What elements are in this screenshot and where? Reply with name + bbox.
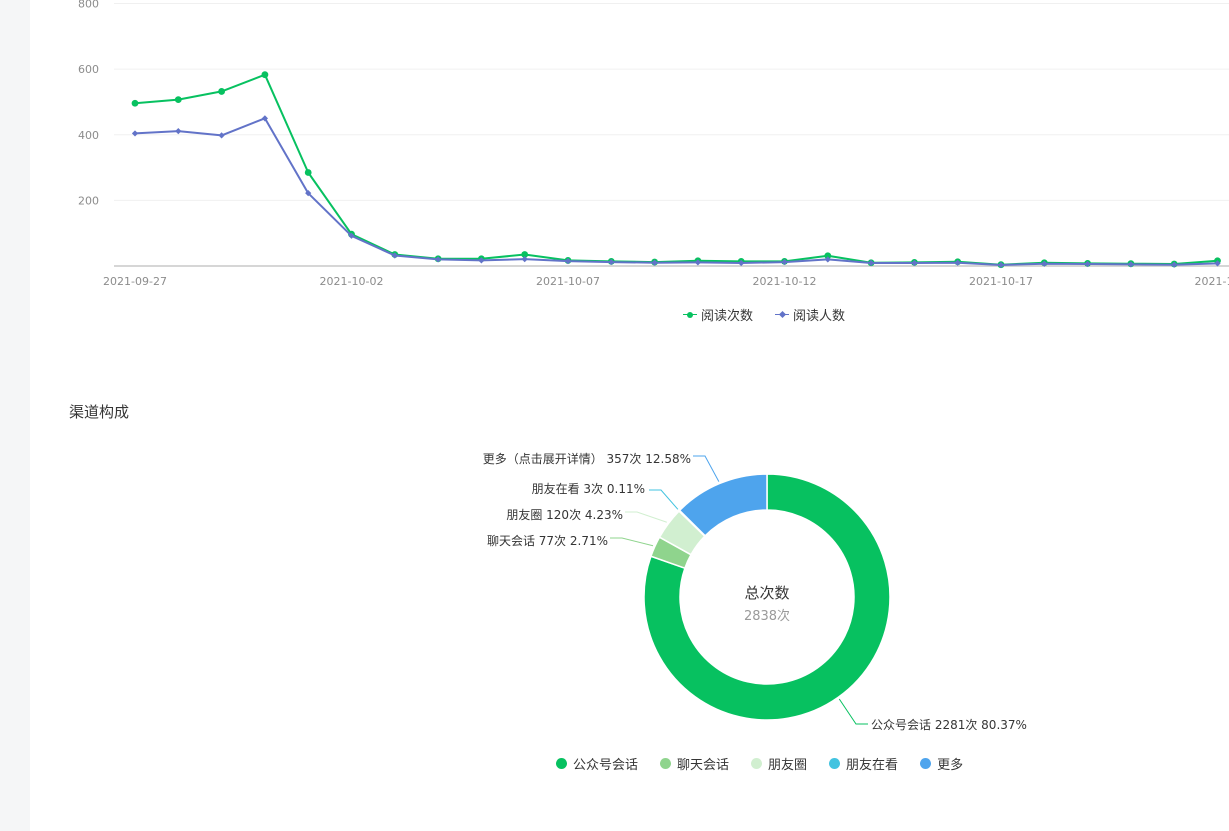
line-chart-legend: 阅读次数 阅读人数 xyxy=(683,305,845,324)
data-point-readers xyxy=(478,257,485,264)
data-point-readers xyxy=(1041,260,1048,267)
y-tick-label: 200 xyxy=(78,194,99,207)
legend-dot-friends-watching xyxy=(829,758,841,769)
legend-item-chat-session[interactable]: 聊天会话 xyxy=(660,754,729,773)
data-point-readers xyxy=(131,130,139,137)
donut-center-title: 总次数 xyxy=(744,584,790,602)
legend-label-reads: 阅读次数 xyxy=(701,309,754,324)
data-point-readers xyxy=(391,252,398,259)
data-point-readers xyxy=(1214,260,1221,267)
legend-dot-reads xyxy=(687,311,693,318)
callout-line-official-session xyxy=(838,698,868,725)
data-point-readers xyxy=(175,128,182,135)
legend-dot-more xyxy=(920,758,932,769)
callout-label-official-session: 公众号会话 2281次 80.37% xyxy=(871,718,1027,732)
donut-slice-friends-watching xyxy=(677,509,707,538)
legend-item-reads[interactable]: 阅读次数 xyxy=(683,305,753,324)
callout-label-chat-session: 聊天会话 77次 2.71% xyxy=(487,534,608,548)
legend-label-official-session: 公众号会话 xyxy=(573,758,639,773)
data-point-readers xyxy=(1084,260,1091,268)
diamond-marker-icon xyxy=(775,310,790,320)
legend-dot-chat-session xyxy=(660,758,672,769)
legend-item-more[interactable]: 更多 xyxy=(920,754,963,773)
callout-line-more xyxy=(693,455,720,482)
data-point-reads xyxy=(521,251,529,258)
y-tick-label: 600 xyxy=(78,63,99,76)
data-point-readers xyxy=(218,132,225,139)
x-tick-label: 2021-10-07 xyxy=(536,275,600,288)
data-point-reads xyxy=(304,169,312,176)
data-point-readers xyxy=(434,256,442,263)
x-tick-label: 2021-10-17 xyxy=(969,275,1033,288)
legend-label-more: 更多 xyxy=(937,758,964,773)
series-line-readers xyxy=(134,117,1218,266)
section-title-channel: 渠道构成 xyxy=(69,403,130,421)
legend-item-readers[interactable]: 阅读人数 xyxy=(775,305,845,324)
x-tick-label: 2021-10-12 xyxy=(753,275,817,288)
left-gutter xyxy=(0,0,30,831)
data-point-reads xyxy=(174,96,182,104)
data-point-reads xyxy=(261,71,269,79)
legend-dot-readers xyxy=(778,310,786,319)
legend-dot-moments xyxy=(751,758,763,769)
callout-label-friends-watching: 朋友在看 3次 0.11% xyxy=(532,482,645,496)
callout-line-chat-session xyxy=(610,537,654,547)
data-point-readers xyxy=(1171,261,1178,268)
callout-label-moments: 朋友圈 120次 4.23% xyxy=(506,508,623,522)
callout-line-moments xyxy=(625,511,667,523)
donut-slice-chat-session xyxy=(649,536,693,570)
trend-line-chart[interactable]: 200 400 600 800 2021-09-27 2021-10-02 2021-10-… xyxy=(0,0,1229,300)
donut-slice-moments xyxy=(658,509,706,556)
x-tick-label: 2021-09-27 xyxy=(103,275,167,288)
x-tick-label: 2021-10 xyxy=(1195,275,1229,288)
legend-label-readers: 阅读人数 xyxy=(793,309,846,324)
legend-dot-official-session xyxy=(556,758,567,769)
callout-label-more: 更多（点击展开详情） 357次 12.58% xyxy=(483,451,691,466)
donut-center-value: 2838次 xyxy=(743,609,791,624)
y-tick-label: 400 xyxy=(78,129,99,142)
legend-item-official-session[interactable]: 公众号会话 xyxy=(556,754,638,773)
callout-line-friends-watching xyxy=(649,489,679,510)
circle-marker-icon xyxy=(683,310,697,320)
pie-chart-legend: 公众号会话 聊天会话 朋友圈 朋友在看 更多 xyxy=(556,754,963,773)
legend-label-friends-watching: 朋友在看 xyxy=(846,758,899,773)
legend-label-chat-session: 聊天会话 xyxy=(677,758,730,773)
legend-item-friends-watching[interactable]: 朋友在看 xyxy=(829,754,898,773)
donut-slice-more xyxy=(678,473,768,537)
y-tick-label: 800 xyxy=(78,0,99,11)
legend-item-moments[interactable]: 朋友圈 xyxy=(751,754,807,773)
x-tick-label: 2021-10-02 xyxy=(320,275,384,288)
legend-label-moments: 朋友圈 xyxy=(768,758,808,773)
data-point-reads xyxy=(824,252,832,260)
data-point-readers xyxy=(1127,261,1135,268)
series-line-reads xyxy=(134,73,1218,266)
data-point-reads xyxy=(131,99,139,107)
data-point-reads xyxy=(218,88,226,95)
